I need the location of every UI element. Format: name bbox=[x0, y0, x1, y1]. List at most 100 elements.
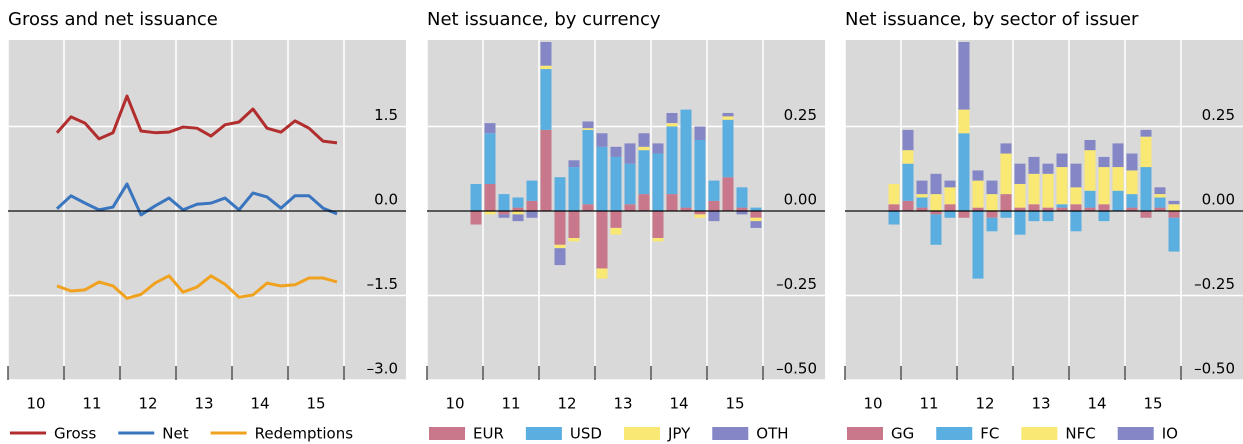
y-tick-label: 0.25 bbox=[1202, 106, 1235, 124]
bar-segment bbox=[540, 42, 552, 66]
bar-segment bbox=[1098, 211, 1110, 222]
legend-label: JPY bbox=[667, 425, 691, 443]
bar-segment bbox=[526, 211, 538, 218]
y-tick-label: –3.0 bbox=[367, 360, 398, 378]
bar-segment bbox=[610, 156, 622, 211]
bar-segment bbox=[902, 200, 914, 211]
legend-label: Net bbox=[162, 425, 188, 443]
bar-segment bbox=[1126, 207, 1138, 211]
bar-segment bbox=[1098, 167, 1110, 205]
bar-segment bbox=[986, 217, 998, 232]
bar-segment bbox=[1056, 167, 1068, 205]
bar-segment bbox=[1028, 156, 1040, 174]
legend-swatch bbox=[525, 427, 562, 440]
bar-segment bbox=[624, 204, 636, 211]
bar-segment bbox=[1070, 163, 1082, 188]
x-tick-label: 13 bbox=[613, 395, 632, 413]
bar-segment bbox=[1014, 183, 1026, 208]
bar-segment bbox=[972, 211, 984, 279]
legend-swatch bbox=[1021, 427, 1058, 440]
y-tick-label: –0.25 bbox=[776, 275, 817, 293]
bar-segment bbox=[582, 128, 594, 130]
bar-segment bbox=[1168, 211, 1180, 218]
bar-segment bbox=[1028, 173, 1040, 205]
y-tick-label: –0.50 bbox=[776, 360, 817, 378]
x-tick-label: 15 bbox=[1143, 395, 1162, 413]
bar-segment bbox=[902, 129, 914, 151]
x-tick-label: 12 bbox=[975, 395, 994, 413]
bar-segment bbox=[750, 211, 762, 218]
bar-segment bbox=[986, 211, 998, 218]
x-tick-label: 15 bbox=[306, 395, 325, 413]
bar-segment bbox=[554, 177, 566, 211]
y-tick-label: 0.0 bbox=[374, 191, 398, 209]
bar-segment bbox=[708, 200, 720, 211]
bar-segment bbox=[1056, 153, 1068, 168]
bar-segment bbox=[1056, 204, 1068, 208]
legend-label: FC bbox=[980, 425, 999, 443]
x-tick-label: 14 bbox=[250, 395, 269, 413]
x-tick-label: 11 bbox=[919, 395, 938, 413]
x-tick-label: 13 bbox=[1031, 395, 1050, 413]
bar-segment bbox=[1098, 156, 1110, 168]
legend-label: OTH bbox=[756, 425, 788, 443]
y-tick-label: –1.5 bbox=[367, 275, 398, 293]
chart-title: Gross and net issuance bbox=[8, 9, 218, 30]
bar-segment bbox=[694, 126, 706, 141]
bar-segment bbox=[1000, 143, 1012, 154]
bar-segment bbox=[1042, 207, 1054, 211]
bar-segment bbox=[1112, 190, 1124, 211]
legend-swatch bbox=[429, 427, 465, 440]
bar-segment bbox=[1028, 204, 1040, 211]
bar-segment bbox=[1140, 211, 1152, 218]
bar-segment bbox=[1154, 197, 1166, 208]
bar-segment bbox=[1014, 211, 1026, 235]
bar-segment bbox=[554, 211, 566, 245]
bar-segment bbox=[958, 211, 970, 218]
bar-segment bbox=[498, 194, 510, 211]
bar-segment bbox=[930, 173, 942, 195]
bar-segment bbox=[736, 211, 748, 215]
x-tick-label: 12 bbox=[138, 395, 157, 413]
bar-segment bbox=[1000, 211, 1012, 218]
bar-segment bbox=[1126, 170, 1138, 195]
legend-swatch bbox=[1117, 427, 1154, 440]
bar-segment bbox=[916, 197, 928, 208]
bar-segment bbox=[1112, 143, 1124, 168]
bar-segment bbox=[972, 170, 984, 181]
line-series bbox=[55, 94, 338, 145]
legend-label: USD bbox=[570, 425, 602, 443]
bar-segment bbox=[596, 268, 608, 279]
y-tick-label: –0.25 bbox=[1194, 275, 1235, 293]
chart-title: Net issuance, by sector of issuer bbox=[845, 9, 1139, 30]
bar-segment bbox=[986, 180, 998, 195]
bar-segment bbox=[652, 143, 664, 154]
bar-segment bbox=[902, 150, 914, 164]
bar-segment bbox=[484, 123, 496, 134]
bar-segment bbox=[944, 187, 956, 205]
bar-segment bbox=[568, 160, 580, 168]
bar-segment bbox=[1154, 194, 1166, 198]
bar-segment bbox=[540, 69, 552, 130]
bar-segment bbox=[512, 214, 524, 222]
bar-segment bbox=[638, 194, 650, 211]
y-tick-label: –0.50 bbox=[1194, 360, 1235, 378]
bar-segment bbox=[610, 227, 622, 235]
bar-segment bbox=[484, 183, 496, 211]
bar-segment bbox=[596, 211, 608, 269]
plot-background bbox=[8, 40, 406, 380]
bar-segment bbox=[568, 167, 580, 211]
bar-segment bbox=[568, 238, 580, 242]
bar-segment bbox=[694, 211, 706, 215]
bar-segment bbox=[1098, 204, 1110, 211]
bar-segment bbox=[554, 244, 566, 249]
bar-segment bbox=[722, 119, 734, 178]
bar-segment bbox=[1042, 211, 1054, 222]
bar-segment bbox=[708, 180, 720, 201]
bar-segment bbox=[610, 146, 622, 157]
bar-segment bbox=[470, 183, 482, 211]
legend-label: NFC bbox=[1065, 425, 1095, 443]
legend-swatch bbox=[623, 427, 660, 440]
legend-swatch bbox=[712, 427, 749, 440]
bar-segment bbox=[958, 133, 970, 211]
